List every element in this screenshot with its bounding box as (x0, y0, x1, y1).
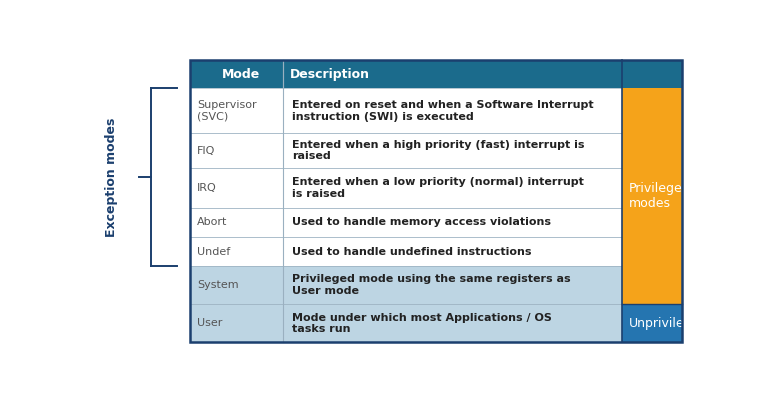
Text: Entered when a low priority (normal) interrupt
is raised: Entered when a low priority (normal) int… (292, 177, 584, 199)
FancyBboxPatch shape (283, 168, 622, 208)
Text: Supervisor
(SVC): Supervisor (SVC) (197, 100, 256, 122)
Text: FIQ: FIQ (197, 146, 215, 156)
FancyBboxPatch shape (622, 304, 682, 342)
Text: Exception modes: Exception modes (105, 118, 118, 237)
FancyBboxPatch shape (190, 208, 283, 237)
Text: Privileged
modes: Privileged modes (628, 182, 690, 211)
Text: Undef: Undef (197, 246, 230, 257)
FancyBboxPatch shape (283, 237, 622, 266)
Text: Abort: Abort (197, 217, 228, 228)
FancyBboxPatch shape (190, 60, 682, 88)
Text: Mode under which most Applications / OS
tasks run: Mode under which most Applications / OS … (292, 312, 552, 334)
Text: Unprivileged: Unprivileged (628, 317, 708, 330)
FancyBboxPatch shape (190, 168, 283, 208)
FancyBboxPatch shape (283, 266, 622, 304)
Text: Entered when a high priority (fast) interrupt is
raised: Entered when a high priority (fast) inte… (292, 140, 584, 162)
Text: Used to handle undefined instructions: Used to handle undefined instructions (292, 246, 531, 257)
Text: Mode: Mode (222, 68, 261, 81)
FancyBboxPatch shape (190, 304, 283, 342)
FancyBboxPatch shape (190, 266, 283, 304)
Text: Privileged mode using the same registers as
User mode: Privileged mode using the same registers… (292, 275, 570, 296)
FancyBboxPatch shape (283, 304, 622, 342)
FancyBboxPatch shape (190, 133, 283, 168)
Text: Used to handle memory access violations: Used to handle memory access violations (292, 217, 551, 228)
FancyBboxPatch shape (622, 88, 682, 304)
Text: System: System (197, 280, 238, 290)
FancyBboxPatch shape (283, 208, 622, 237)
FancyBboxPatch shape (190, 237, 283, 266)
FancyBboxPatch shape (190, 88, 283, 133)
Text: IRQ: IRQ (197, 183, 217, 193)
Text: Entered on reset and when a Software Interrupt
instruction (SWI) is executed: Entered on reset and when a Software Int… (292, 100, 594, 122)
Text: User: User (197, 318, 222, 328)
Text: Description: Description (290, 68, 370, 81)
FancyBboxPatch shape (283, 88, 622, 133)
FancyBboxPatch shape (283, 133, 622, 168)
